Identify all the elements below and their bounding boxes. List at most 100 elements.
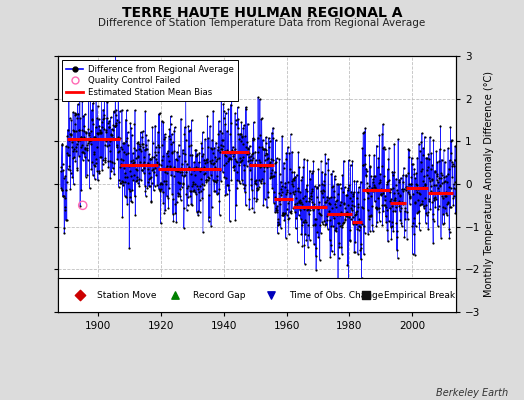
Point	[376, 192, 385, 198]
Point	[280, 210, 288, 217]
Point	[163, 170, 171, 176]
Point	[413, 189, 422, 196]
Point	[173, 156, 181, 163]
Point	[90, 134, 99, 140]
Point	[129, 156, 137, 163]
Point	[376, 171, 384, 177]
Point	[135, 176, 144, 182]
Point	[274, 219, 282, 226]
Point	[157, 162, 166, 168]
Point	[114, 184, 123, 190]
Point	[351, 177, 359, 184]
Point	[444, 200, 453, 206]
Point	[287, 209, 295, 216]
Point	[387, 224, 395, 230]
Point	[277, 183, 286, 190]
Point	[306, 176, 314, 182]
Point	[172, 199, 181, 206]
Point	[318, 219, 326, 225]
Point	[162, 165, 170, 171]
Point	[79, 202, 87, 208]
Point	[441, 178, 449, 184]
Point	[273, 206, 281, 213]
Point	[139, 161, 147, 168]
Point	[425, 196, 433, 202]
Point	[253, 198, 261, 204]
Point	[206, 145, 215, 151]
Point	[210, 298, 219, 304]
Point	[390, 196, 398, 203]
Point	[401, 184, 410, 190]
Point	[142, 132, 150, 138]
Point	[194, 212, 202, 218]
Point	[219, 137, 227, 143]
Point	[58, 187, 66, 193]
Point	[136, 162, 145, 168]
Point	[63, 150, 71, 156]
Point	[221, 121, 230, 127]
Point	[281, 180, 289, 186]
Point	[372, 223, 380, 230]
Point	[200, 171, 208, 178]
Point	[58, 187, 66, 193]
Point	[239, 154, 248, 160]
Point	[186, 192, 194, 199]
Point	[96, 130, 104, 136]
Point	[103, 66, 112, 73]
Point	[428, 162, 436, 168]
Text: Empirical Break: Empirical Break	[384, 290, 455, 300]
Point	[442, 189, 450, 195]
Point	[445, 234, 454, 241]
Point	[222, 110, 230, 116]
Point	[358, 221, 366, 228]
Point	[263, 151, 271, 157]
Point	[107, 132, 116, 138]
Point	[163, 153, 172, 159]
Point	[430, 298, 438, 304]
Point	[295, 198, 303, 204]
Point	[322, 217, 331, 223]
Point	[107, 126, 116, 132]
Point	[354, 201, 363, 208]
Point	[147, 198, 156, 204]
Point	[350, 203, 358, 209]
Point	[175, 153, 183, 159]
Point	[364, 194, 372, 201]
Point	[373, 142, 381, 149]
Point	[338, 250, 346, 257]
Point	[392, 247, 401, 254]
Point	[208, 146, 216, 152]
Point	[117, 156, 125, 162]
Point	[278, 188, 286, 195]
Point	[330, 194, 339, 200]
Point	[343, 213, 351, 219]
Point	[276, 298, 285, 304]
Point	[110, 108, 118, 115]
Point	[201, 157, 210, 164]
Point	[419, 178, 427, 184]
Point	[331, 173, 339, 179]
Point	[244, 145, 253, 151]
Point	[147, 156, 155, 162]
Point	[358, 145, 366, 152]
Point	[426, 134, 434, 140]
Point	[176, 180, 184, 186]
Point	[387, 203, 396, 209]
Point	[437, 234, 445, 241]
Point	[431, 167, 439, 174]
Point	[436, 183, 444, 190]
Point	[439, 298, 447, 304]
Point	[233, 169, 242, 175]
Point	[112, 119, 121, 126]
Point	[353, 189, 362, 195]
Point	[143, 184, 151, 191]
Point	[146, 155, 154, 162]
Point	[374, 195, 382, 201]
Point	[177, 116, 185, 122]
Point	[285, 214, 293, 221]
Point	[70, 153, 79, 160]
Point	[146, 174, 155, 181]
Point	[334, 255, 343, 262]
Point	[81, 144, 89, 151]
Point	[433, 170, 441, 177]
